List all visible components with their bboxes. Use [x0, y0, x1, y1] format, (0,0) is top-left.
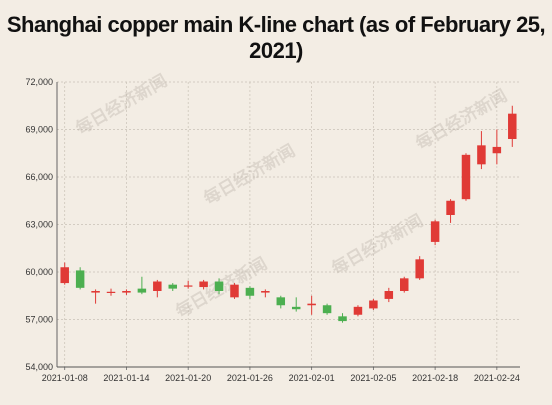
watermark-text: 每日经济新闻 — [328, 210, 427, 279]
candle — [261, 289, 270, 298]
candle-body — [183, 285, 193, 287]
x-tick-labels: 2021-01-08 2021-01-14 2021-01-20 2021-01-26… — [42, 373, 520, 383]
candle-body — [199, 281, 208, 288]
chart-title: Shanghai copper main K-line chart (as of… — [6, 12, 546, 63]
candle-body — [276, 297, 286, 306]
candle-body — [245, 287, 255, 296]
candle-body — [415, 259, 424, 279]
y-tick-label: 69,000 — [25, 125, 53, 135]
candle — [446, 199, 455, 223]
axes — [56, 82, 520, 370]
candle — [91, 289, 100, 304]
candle — [137, 276, 147, 295]
candle-body — [461, 154, 471, 200]
candle — [106, 288, 116, 296]
x-tick-label: 2021-01-08 — [42, 373, 88, 383]
candle — [338, 313, 347, 323]
candle — [230, 283, 239, 299]
candle — [353, 305, 363, 317]
candle — [168, 283, 177, 291]
candle-body — [137, 288, 147, 293]
candle-body — [168, 284, 177, 289]
candle — [384, 287, 394, 303]
candle-body — [291, 306, 301, 310]
candle-body — [400, 278, 409, 291]
x-tick-label: 2021-02-24 — [474, 373, 520, 383]
candle-body — [430, 221, 440, 242]
y-tick-labels: 54,000 57,000 60,000 63,000 66,000 69,000 72,0… — [25, 77, 53, 372]
candle — [291, 297, 301, 312]
x-tick-label: 2021-02-01 — [289, 373, 335, 383]
candle-body — [106, 291, 116, 293]
candle-body — [492, 146, 502, 154]
candle-body — [60, 267, 69, 284]
candle-body — [75, 270, 85, 288]
candles — [60, 105, 517, 323]
candle — [477, 131, 486, 170]
candle-body — [369, 300, 378, 309]
y-tick-label: 66,000 — [25, 172, 53, 182]
watermark-text: 每日经济新闻 — [72, 70, 171, 139]
candle — [199, 279, 208, 290]
watermark-text: 每日经济新闻 — [200, 140, 299, 209]
x-tick-label: 2021-01-26 — [227, 373, 273, 383]
x-tick-label: 2021-02-18 — [412, 373, 458, 383]
candle — [415, 256, 424, 280]
candle — [122, 289, 131, 295]
candle — [60, 262, 69, 285]
candle — [492, 129, 502, 165]
candle — [153, 279, 162, 298]
y-tick-label: 63,000 — [25, 220, 53, 230]
candle-body — [230, 284, 239, 298]
candle — [183, 280, 193, 289]
x-tick-label: 2021-02-05 — [350, 373, 396, 383]
y-tick-label: 72,000 — [25, 77, 53, 87]
candle — [276, 295, 286, 309]
candle-body — [122, 291, 131, 293]
candle-body — [384, 291, 394, 299]
candle — [461, 153, 471, 201]
candle — [322, 303, 332, 315]
candle — [75, 267, 85, 290]
candle — [245, 286, 255, 299]
candle-body — [153, 281, 162, 291]
watermark-text: 每日经济新闻 — [412, 85, 511, 154]
candle — [307, 295, 316, 315]
x-tick-label: 2021-01-14 — [103, 373, 149, 383]
candle — [508, 105, 517, 147]
candle-body — [91, 291, 100, 293]
y-tick-label: 60,000 — [25, 267, 53, 277]
y-tick-label: 54,000 — [25, 362, 53, 372]
candle-body — [446, 200, 455, 215]
candle — [400, 276, 409, 293]
candle-body — [322, 305, 332, 314]
y-tick-label: 57,000 — [25, 315, 53, 325]
candle — [214, 278, 224, 295]
candle-body — [261, 291, 270, 293]
candle-body — [477, 145, 486, 165]
candle-body — [338, 316, 347, 322]
x-tick-label: 2021-01-20 — [165, 373, 211, 383]
candle-body — [214, 281, 224, 291]
candle-body — [508, 113, 517, 139]
candle — [430, 219, 440, 246]
candle-body — [307, 303, 316, 306]
candle — [369, 298, 378, 310]
candle-body — [353, 306, 363, 315]
